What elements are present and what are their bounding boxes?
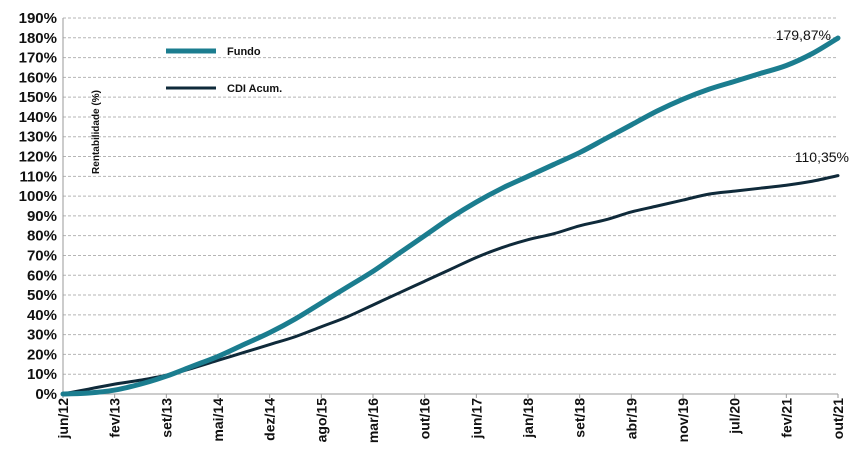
legend-label-fundo: Fundo: [227, 46, 261, 58]
legend-label-cdi: CDI Acum.: [227, 83, 282, 95]
gridlines: [63, 17, 838, 395]
y-tick-label: 20%: [27, 346, 57, 363]
y-tick-label: 0%: [35, 386, 57, 403]
x-tick-label: set/18: [572, 398, 588, 438]
y-tick-label: 110%: [19, 168, 57, 185]
y-axis-label: Rentabilidade (%): [91, 90, 102, 174]
y-tick-label: 120%: [19, 149, 57, 166]
y-tick-label: 150%: [19, 89, 57, 106]
y-tick-label: 140%: [19, 109, 57, 126]
x-tick-label: jun/12: [55, 398, 71, 440]
x-tick-label: fev/13: [107, 398, 123, 438]
series-line-cdi: [61, 174, 840, 396]
x-tick-label: jul/20: [727, 398, 743, 435]
x-tick-label: nov/19: [675, 398, 691, 443]
y-tick-label: 170%: [19, 50, 57, 67]
x-tick-label: ago/15: [313, 398, 329, 443]
y-tick-label: 90%: [27, 208, 57, 225]
y-tick-label: 100%: [19, 188, 57, 205]
y-tick-label: 130%: [19, 129, 57, 146]
y-tick-label: 180%: [19, 30, 57, 47]
y-tick-label: 190%: [19, 10, 57, 27]
x-tick-label: out/21: [830, 398, 846, 439]
x-tick-label: mar/16: [365, 398, 381, 443]
y-tick-label: 30%: [27, 327, 57, 344]
y-tick-label: 50%: [27, 287, 57, 304]
y-tick-label: 70%: [27, 247, 57, 264]
legend: Fundo CDI Acum.: [166, 46, 282, 95]
axes: 0% 10% 20% 30% 40% 50% 60% 70% 80% 90% 100% 110% 120…: [19, 10, 846, 443]
x-tick-label: jan/18: [520, 398, 536, 439]
series-lines: [60, 35, 841, 397]
x-tick-label: abr/19: [623, 398, 639, 439]
x-tick-label: mai/14: [210, 398, 226, 442]
end-value-label-cdi: 110,35%: [795, 149, 849, 165]
y-tick-label: 40%: [27, 307, 57, 324]
y-tick-label: 80%: [27, 228, 57, 245]
x-tick-label: out/16: [417, 398, 433, 439]
y-tick-label: 60%: [27, 267, 57, 284]
end-value-label-fundo: 179,87%: [776, 27, 831, 43]
y-tick-label: 160%: [19, 69, 57, 86]
x-tick-label: fev/21: [778, 398, 794, 438]
y-tick-label: 10%: [27, 366, 57, 383]
x-tick-label: set/13: [158, 398, 174, 438]
series-line-fundo: [60, 35, 841, 397]
x-tick-label: jun/17: [468, 398, 484, 440]
x-tick-label: dez/14: [262, 398, 278, 441]
